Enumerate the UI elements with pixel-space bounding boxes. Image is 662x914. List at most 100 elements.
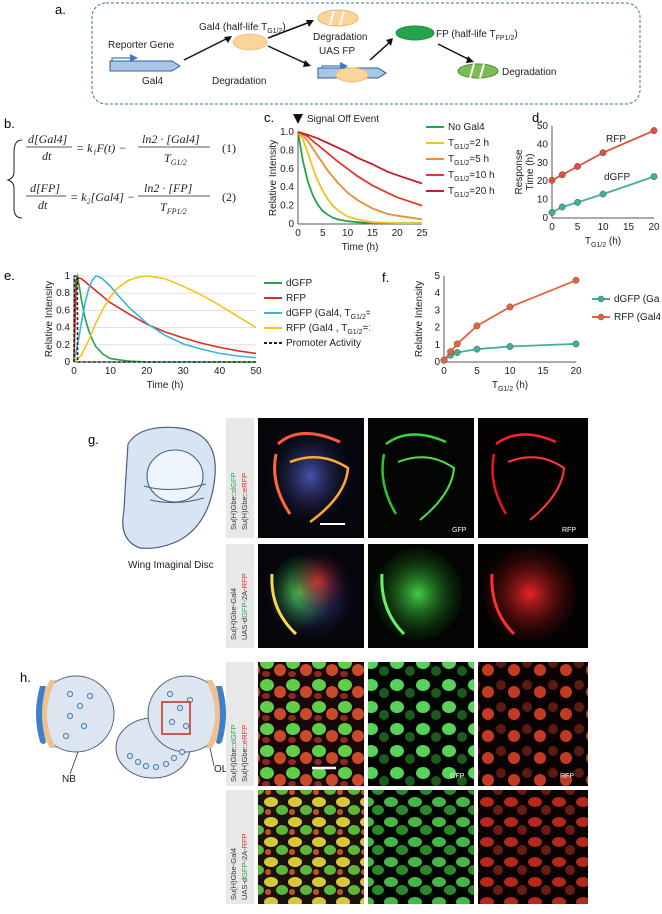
g-rfp-label: RFP (562, 527, 576, 534)
x-tick-label: 20 (570, 366, 582, 377)
signal-off-marker (293, 114, 303, 124)
data-point (599, 190, 607, 198)
gal4-gene-label: Gal4 (142, 76, 164, 87)
data-point (650, 173, 658, 181)
data-point (548, 209, 556, 216)
x-tick-label: 10 (597, 222, 609, 233)
y-tick-label: 0.8 (280, 145, 294, 156)
y-tick-label: 0.4 (280, 182, 294, 193)
h-row2-gfp-image (368, 790, 474, 904)
data-point (453, 349, 461, 356)
chart-e: e. 0 10 20 30 40 50 0 0.2 0.4 0.6 0.8 1 Time (h) Relat… (4, 268, 370, 391)
panel-h-letter: h. (20, 670, 31, 685)
y-tick-label: 0.8 (56, 288, 70, 299)
x-tick-label: 50 (250, 366, 262, 377)
x-tick-label: 5 (320, 228, 326, 239)
x-tick-label: 25 (416, 228, 428, 239)
g-row1-gfp-image: GFP (368, 418, 474, 538)
fp-protein-icon (395, 25, 435, 41)
x-tick-label: 0 (549, 222, 555, 233)
y-tick-label: 30 (537, 158, 549, 169)
data-point (574, 163, 581, 170)
y-tick-label: 0.2 (280, 201, 294, 212)
data-point (572, 340, 580, 348)
x-tick-label: 0 (295, 228, 301, 239)
series-line-3 (73, 275, 257, 363)
legend-marker (597, 313, 605, 321)
y-tick-label: 1 (64, 271, 70, 282)
h-row1-label-box (226, 662, 254, 786)
y-tick-label: 3 (434, 305, 440, 316)
x-tick-label: 10 (105, 366, 117, 377)
y-tick-label: 1 (434, 340, 440, 351)
svg-text:ln2 · [Gal4]: ln2 · [Gal4] (142, 132, 200, 146)
uas-fp-gene-icon (317, 62, 387, 83)
x-tick-label: 5 (474, 366, 480, 377)
uas-fp-label: UAS FP (319, 46, 355, 57)
panel-g-letter: g. (88, 432, 99, 447)
svg-text:= k₂[Gal4] −: = k₂[Gal4] − (70, 190, 135, 204)
panel-a-frame (91, 2, 641, 105)
data-point (599, 149, 607, 157)
panel-h: h. NB OL Su(H)Gbe::dGFP Su(H)Gbe::eRFP S… (20, 662, 588, 904)
y-tick-label: 0.2 (56, 340, 70, 351)
x-axis-label: TG1/2 (h) (492, 380, 528, 393)
data-point (447, 348, 455, 356)
svg-text:dt: dt (42, 149, 52, 163)
panel-a-letter: a. (55, 2, 66, 17)
h-row1-merge-image (258, 662, 364, 786)
chart-d: d. 0 5 10 15 20 0 10 20 30 40 50 TG1/2 (h) ResponseTi… (514, 110, 660, 249)
series-label: dGFP (604, 172, 630, 183)
h-row2-label-line2: UAS-dGFP-2A-RFP (240, 833, 249, 900)
h-rfp-label: RFP (560, 773, 574, 780)
degraded-fp-icon (457, 63, 499, 79)
svg-text:(2): (2) (222, 190, 236, 204)
y-tick-label: 0.6 (280, 164, 294, 175)
g-row1-label-box (226, 418, 254, 538)
legend-label: RFP (286, 293, 306, 304)
h-row2-rfp-image (478, 790, 588, 904)
x-tick-label: 20 (141, 366, 153, 377)
g-row2-label-line1: Su(H)Gbe-Gal4 (229, 588, 238, 640)
data-point (574, 198, 581, 206)
x-axis-label: Time (h) (147, 380, 184, 391)
svg-text:d[FP]: d[FP] (30, 181, 60, 195)
equation-2: d[FP] dt = k₂[Gal4] − ln2 · [FP] TFP1/2 … (26, 181, 236, 216)
y-tick-label: 0.4 (56, 323, 70, 334)
gal4-degradation-label: Degradation (313, 32, 367, 43)
panel-b-letter: b. (4, 116, 15, 131)
panel-g: g. Wing Imaginal Disc Su(H)Gbe::dGFP Su(… (88, 418, 588, 648)
h-row2-label-box (226, 790, 254, 904)
x-tick-label: 40 (214, 366, 226, 377)
legend-label: TG1/2=20 h (448, 186, 495, 199)
data-point (650, 127, 658, 135)
h-gfp-label: GFP (450, 773, 465, 780)
g-gfp-label: GFP (452, 527, 467, 534)
chart-c-letter: c. (264, 110, 274, 125)
g-row2-rfp-image (478, 544, 588, 648)
x-tick-label: 10 (504, 366, 516, 377)
y-tick-label: 0 (434, 357, 440, 368)
h-row1-gfp-image (368, 662, 474, 786)
x-tick-label: 0 (441, 366, 447, 377)
series-line-3 (297, 131, 423, 207)
g-row1-label-line1: Su(H)Gbe::dGFP (229, 472, 238, 530)
data-point (558, 171, 566, 179)
series-line-0 (73, 273, 256, 363)
svg-text:TG1/2: TG1/2 (164, 151, 187, 167)
h-row2-label-line1: Su(H)Gbe-Gal4 (229, 848, 238, 900)
degraded-gal4-icon (317, 9, 359, 27)
lower-degradation-label: Degradation (212, 76, 266, 87)
x-tick-label: 20 (648, 222, 660, 233)
legend-label: RFP (Gal4 , TG1/2=10h) (286, 323, 370, 336)
y-tick-label: 4 (434, 288, 440, 299)
h-row1-label-line1: Su(H)Gbe::dGFP (229, 724, 238, 782)
series-line-1 (73, 276, 257, 363)
svg-text:TFP1/2: TFP1/2 (160, 200, 187, 216)
g-row1-label-line2: Su(H)Gbe::eRFP (240, 473, 249, 530)
svg-text:dt: dt (38, 198, 48, 212)
data-point (572, 276, 580, 284)
series-line-0 (297, 131, 422, 224)
series-label: RFP (606, 134, 626, 145)
panel-b: b. d[Gal4] dt = k₁F(t) − ln2 · [Gal4] TG… (4, 116, 236, 219)
